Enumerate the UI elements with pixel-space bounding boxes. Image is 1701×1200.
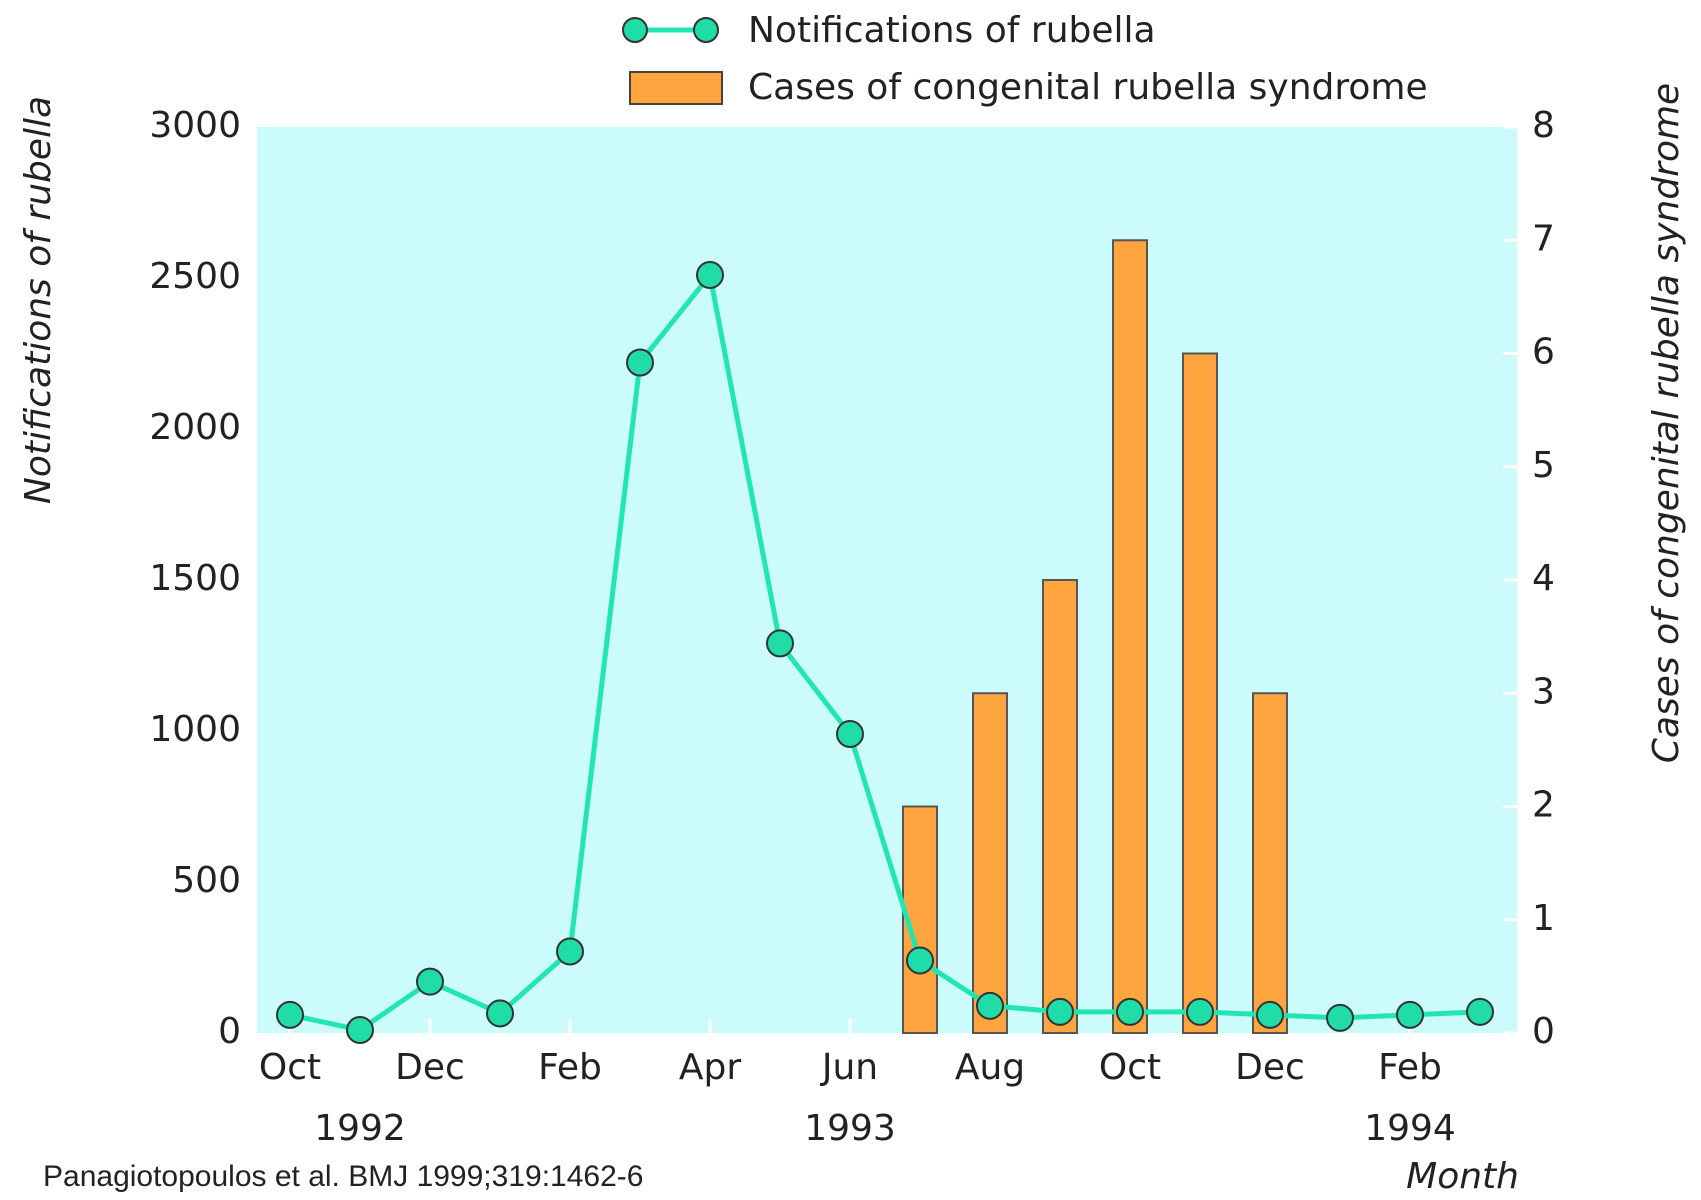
y-tick-label: 1500 — [149, 558, 241, 599]
x-tick-label: Apr — [679, 1047, 741, 1088]
year-label: 1993 — [804, 1108, 896, 1149]
point — [556, 937, 584, 966]
y-tick-label: 3000 — [149, 105, 241, 146]
x-tick-label: Dec — [1235, 1047, 1305, 1088]
legend-marker — [622, 17, 648, 43]
y2-tick-label: 2 — [1532, 785, 1555, 826]
year-label: 1994 — [1364, 1108, 1456, 1149]
y2-tick-label: 7 — [1532, 218, 1555, 259]
y2-tick-label: 1 — [1532, 898, 1555, 939]
bar — [1042, 579, 1078, 1034]
point — [696, 260, 724, 289]
bar — [1252, 692, 1288, 1034]
point — [766, 629, 794, 658]
point — [976, 991, 1004, 1020]
bar — [972, 692, 1008, 1034]
point — [836, 720, 864, 749]
point — [906, 946, 934, 975]
y2-tick-label: 0 — [1532, 1011, 1555, 1052]
y2-tick-label: 4 — [1532, 558, 1555, 599]
y-tick-label: 500 — [172, 860, 241, 901]
y-tick-label: 2500 — [149, 256, 241, 297]
point — [486, 999, 514, 1028]
point — [626, 348, 654, 377]
x-tick-label: Aug — [955, 1047, 1025, 1088]
y2-tick-label: 6 — [1532, 332, 1555, 373]
y2-tick-label: 8 — [1532, 105, 1555, 146]
point — [346, 1015, 374, 1044]
x-tick-label: Jun — [820, 1047, 878, 1088]
x-tick-label: Feb — [538, 1047, 602, 1088]
point — [1046, 997, 1074, 1026]
x-tick-label: Oct — [1099, 1047, 1161, 1088]
y2-tick-label: 5 — [1532, 445, 1555, 486]
point — [1396, 1000, 1424, 1029]
y2-axis-title: Cases of congenital rubella syndrome — [1646, 83, 1687, 763]
x-tick-label: Dec — [395, 1047, 465, 1088]
point — [416, 967, 444, 996]
y-tick-label: 0 — [218, 1011, 241, 1052]
x-tick-label: Oct — [259, 1047, 321, 1088]
point — [1256, 1000, 1284, 1029]
legend-label: Cases of congenital rubella syndrome — [748, 67, 1428, 108]
legend-label: Notifications of rubella — [748, 10, 1156, 51]
bar — [1112, 239, 1148, 1034]
point — [1186, 997, 1214, 1026]
bar — [1182, 352, 1218, 1034]
legend-marker — [693, 17, 719, 43]
point — [1116, 997, 1144, 1026]
x-axis-title: Month — [1406, 1156, 1519, 1197]
plot-area — [257, 127, 1517, 1033]
y-tick-label: 2000 — [149, 407, 241, 448]
year-label: 1992 — [314, 1108, 406, 1149]
point — [1466, 997, 1494, 1026]
point — [1326, 1003, 1354, 1032]
y-tick-label: 1000 — [149, 709, 241, 750]
source-note: Panagiotopoulos et al. BMJ 1999;319:1462… — [43, 1160, 643, 1193]
y2-tick-label: 3 — [1532, 671, 1555, 712]
x-tick-label: Feb — [1378, 1047, 1442, 1088]
point — [276, 1000, 304, 1029]
y-axis-title: Notifications of rubella — [18, 96, 59, 504]
legend-bar-swatch — [629, 71, 723, 105]
